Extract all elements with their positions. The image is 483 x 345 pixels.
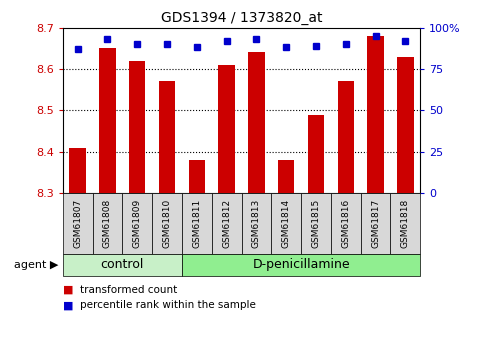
Text: GSM61816: GSM61816 (341, 199, 350, 248)
Bar (368, 36, 384, 193)
Text: GSM61808: GSM61808 (103, 199, 112, 248)
Text: agent ▶: agent ▶ (14, 260, 58, 270)
Text: D-penicillamine: D-penicillamine (252, 258, 350, 271)
Text: GSM61811: GSM61811 (192, 199, 201, 248)
Text: GSM61809: GSM61809 (133, 199, 142, 248)
Bar (397, 57, 413, 193)
Text: GSM61807: GSM61807 (73, 199, 82, 248)
Text: percentile rank within the sample: percentile rank within the sample (80, 300, 256, 310)
Text: ■: ■ (63, 285, 73, 295)
Text: GSM61817: GSM61817 (371, 199, 380, 248)
Text: transformed count: transformed count (80, 285, 177, 295)
Bar (70, 148, 86, 193)
Bar (308, 115, 324, 193)
Bar (159, 81, 175, 193)
Text: GSM61812: GSM61812 (222, 199, 231, 248)
Text: GSM61818: GSM61818 (401, 199, 410, 248)
Bar (218, 65, 235, 193)
Text: control: control (100, 258, 144, 271)
Bar (129, 61, 145, 193)
Text: ■: ■ (63, 300, 73, 310)
Bar (278, 160, 294, 193)
Text: GSM61815: GSM61815 (312, 199, 320, 248)
Bar (248, 52, 265, 193)
Title: GDS1394 / 1373820_at: GDS1394 / 1373820_at (161, 11, 322, 25)
Text: GSM61813: GSM61813 (252, 199, 261, 248)
Text: GSM61814: GSM61814 (282, 199, 291, 248)
Bar (99, 48, 115, 193)
Bar (189, 160, 205, 193)
Text: GSM61810: GSM61810 (163, 199, 171, 248)
Bar (338, 81, 354, 193)
